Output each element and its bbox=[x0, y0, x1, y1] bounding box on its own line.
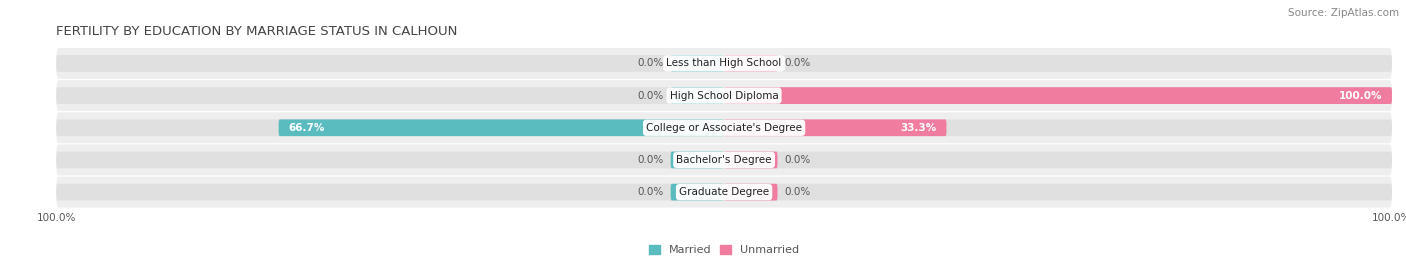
Text: Graduate Degree: Graduate Degree bbox=[679, 187, 769, 197]
Text: 100.0%: 100.0% bbox=[1339, 91, 1382, 101]
Text: Bachelor's Degree: Bachelor's Degree bbox=[676, 155, 772, 165]
Text: Less than High School: Less than High School bbox=[666, 58, 782, 68]
Text: High School Diploma: High School Diploma bbox=[669, 91, 779, 101]
Text: 0.0%: 0.0% bbox=[638, 58, 664, 68]
FancyBboxPatch shape bbox=[56, 112, 1392, 143]
FancyBboxPatch shape bbox=[724, 119, 946, 136]
FancyBboxPatch shape bbox=[56, 119, 1392, 136]
Text: 0.0%: 0.0% bbox=[638, 155, 664, 165]
FancyBboxPatch shape bbox=[56, 87, 1392, 104]
FancyBboxPatch shape bbox=[671, 184, 724, 200]
FancyBboxPatch shape bbox=[56, 48, 1392, 79]
FancyBboxPatch shape bbox=[724, 87, 1392, 104]
FancyBboxPatch shape bbox=[724, 184, 778, 200]
Text: 0.0%: 0.0% bbox=[638, 187, 664, 197]
Text: Source: ZipAtlas.com: Source: ZipAtlas.com bbox=[1288, 8, 1399, 18]
FancyBboxPatch shape bbox=[56, 184, 1392, 200]
FancyBboxPatch shape bbox=[56, 152, 1392, 168]
FancyBboxPatch shape bbox=[671, 152, 724, 168]
Text: 0.0%: 0.0% bbox=[638, 91, 664, 101]
FancyBboxPatch shape bbox=[56, 80, 1392, 111]
FancyBboxPatch shape bbox=[56, 144, 1392, 175]
FancyBboxPatch shape bbox=[671, 55, 724, 72]
Text: FERTILITY BY EDUCATION BY MARRIAGE STATUS IN CALHOUN: FERTILITY BY EDUCATION BY MARRIAGE STATU… bbox=[56, 25, 457, 38]
FancyBboxPatch shape bbox=[56, 55, 1392, 72]
FancyBboxPatch shape bbox=[724, 152, 778, 168]
FancyBboxPatch shape bbox=[724, 55, 778, 72]
Text: 0.0%: 0.0% bbox=[785, 58, 810, 68]
FancyBboxPatch shape bbox=[56, 177, 1392, 208]
Text: 66.7%: 66.7% bbox=[288, 123, 325, 133]
Text: 33.3%: 33.3% bbox=[900, 123, 936, 133]
Text: 0.0%: 0.0% bbox=[785, 155, 810, 165]
FancyBboxPatch shape bbox=[671, 87, 724, 104]
Legend: Married, Unmarried: Married, Unmarried bbox=[648, 245, 800, 255]
FancyBboxPatch shape bbox=[278, 119, 724, 136]
Text: College or Associate's Degree: College or Associate's Degree bbox=[647, 123, 801, 133]
Text: 0.0%: 0.0% bbox=[785, 187, 810, 197]
